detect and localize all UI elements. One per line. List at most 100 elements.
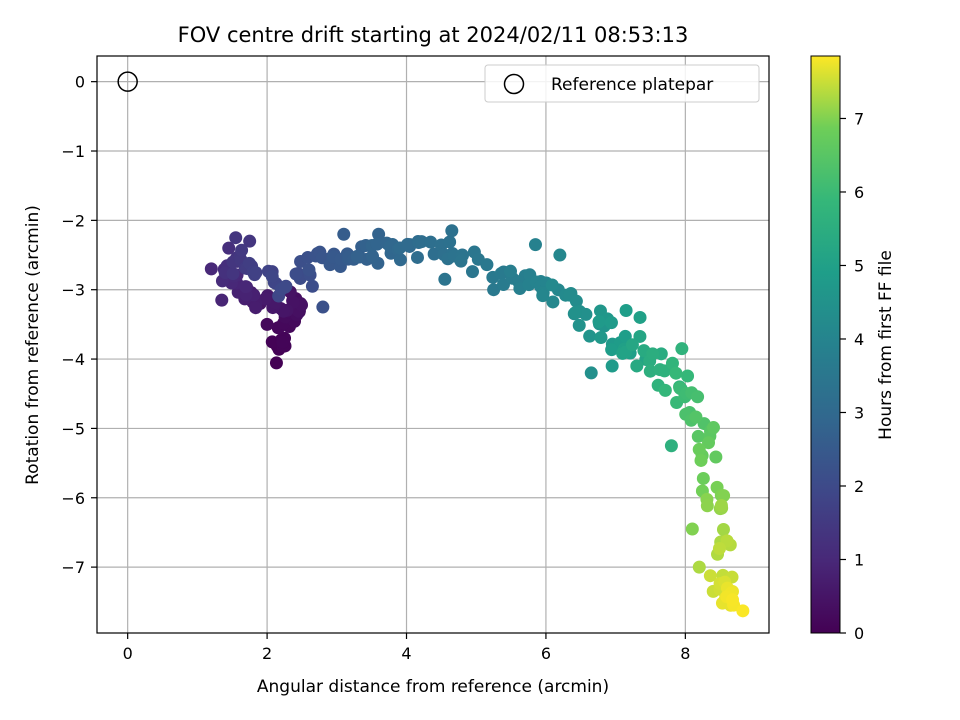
data-point	[204, 262, 218, 276]
data-point	[696, 471, 710, 485]
chart-title: FOV centre drift starting at 2024/02/11 …	[178, 23, 689, 47]
data-point	[226, 267, 240, 281]
data-point	[625, 338, 639, 352]
colorbar-tick-label: 3	[854, 403, 864, 422]
colorbar-label: Hours from first FF file	[876, 250, 896, 440]
data-point	[350, 249, 364, 263]
x-axis-ticks: 0 2 4 6 8	[123, 633, 690, 663]
data-point	[726, 593, 740, 607]
x-tick-label: 4	[401, 644, 411, 663]
colorbar-tick-label: 5	[854, 256, 864, 275]
data-point	[370, 237, 384, 251]
x-tick-label: 6	[541, 644, 551, 663]
data-point	[366, 249, 380, 263]
data-point	[633, 329, 647, 343]
y-tick-label: −4	[61, 350, 85, 369]
data-point	[243, 234, 257, 248]
data-point	[553, 248, 567, 262]
data-point	[716, 523, 730, 537]
data-point	[424, 235, 438, 249]
data-point	[604, 316, 618, 330]
data-point	[249, 301, 263, 315]
data-point	[305, 279, 319, 293]
data-point	[215, 293, 229, 307]
data-point	[630, 359, 644, 373]
data-point	[480, 258, 494, 272]
data-point	[691, 429, 705, 443]
colorbar-tick-label: 4	[854, 330, 864, 349]
data-point	[592, 315, 606, 329]
data-point	[569, 294, 583, 308]
data-point	[572, 318, 586, 332]
data-point	[239, 280, 253, 294]
y-tick-label: −2	[61, 211, 85, 230]
data-point	[583, 329, 597, 343]
colorbar-tick-label: 6	[854, 183, 864, 202]
colorbar-tick-label: 1	[854, 550, 864, 569]
data-point	[692, 560, 706, 574]
data-point	[265, 269, 279, 283]
data-point	[260, 317, 274, 331]
data-point	[706, 421, 720, 435]
data-point	[289, 267, 303, 281]
data-point	[579, 307, 593, 321]
data-point	[465, 265, 479, 279]
data-point	[605, 359, 619, 373]
data-point	[372, 227, 386, 241]
data-point	[487, 283, 501, 297]
data-point	[454, 254, 468, 268]
y-tick-label: −6	[61, 489, 85, 508]
data-point	[691, 390, 705, 404]
x-tick-label: 2	[262, 644, 272, 663]
data-point	[681, 369, 695, 383]
data-point	[692, 442, 706, 456]
data-point	[703, 569, 717, 583]
legend-box	[484, 64, 760, 103]
colorbar-gradient	[810, 55, 841, 634]
data-point	[337, 227, 351, 241]
data-point	[702, 436, 716, 450]
data-point	[594, 330, 608, 344]
data-point	[278, 280, 292, 294]
x-tick-label: 8	[680, 644, 690, 663]
data-point	[643, 364, 657, 378]
data-point	[269, 356, 283, 370]
data-point	[700, 499, 714, 513]
legend: Reference platepar	[484, 64, 760, 103]
data-point	[528, 238, 542, 252]
data-point	[694, 453, 708, 467]
y-tick-label: −7	[61, 558, 85, 577]
data-point	[689, 410, 703, 424]
data-point	[633, 310, 647, 324]
data-point	[536, 289, 550, 303]
y-tick-label: −5	[61, 419, 85, 438]
plot-frame	[96, 55, 770, 634]
data-point	[665, 356, 679, 370]
data-point	[302, 263, 316, 277]
data-point	[393, 253, 407, 267]
data-point	[664, 439, 678, 453]
data-point	[504, 264, 518, 278]
data-point	[438, 272, 452, 286]
data-point	[401, 237, 415, 251]
data-point	[568, 306, 582, 320]
data-points	[204, 224, 750, 618]
data-point	[714, 498, 728, 512]
colorbar-tick-label: 2	[854, 477, 864, 496]
legend-marker	[503, 73, 525, 95]
data-point	[222, 241, 236, 255]
grid-lines	[97, 56, 769, 633]
colorbar-tick-label: 7	[854, 109, 864, 128]
data-point	[669, 366, 683, 380]
data-point	[646, 347, 660, 361]
data-point	[410, 250, 424, 264]
legend-entry-reference-platepar: Reference platepar	[551, 75, 713, 95]
data-point	[443, 235, 457, 249]
data-point	[545, 278, 559, 292]
data-point	[235, 243, 249, 257]
data-point	[605, 343, 619, 357]
data-point	[675, 342, 689, 356]
data-point	[658, 383, 672, 397]
y-tick-label: −1	[61, 142, 85, 161]
